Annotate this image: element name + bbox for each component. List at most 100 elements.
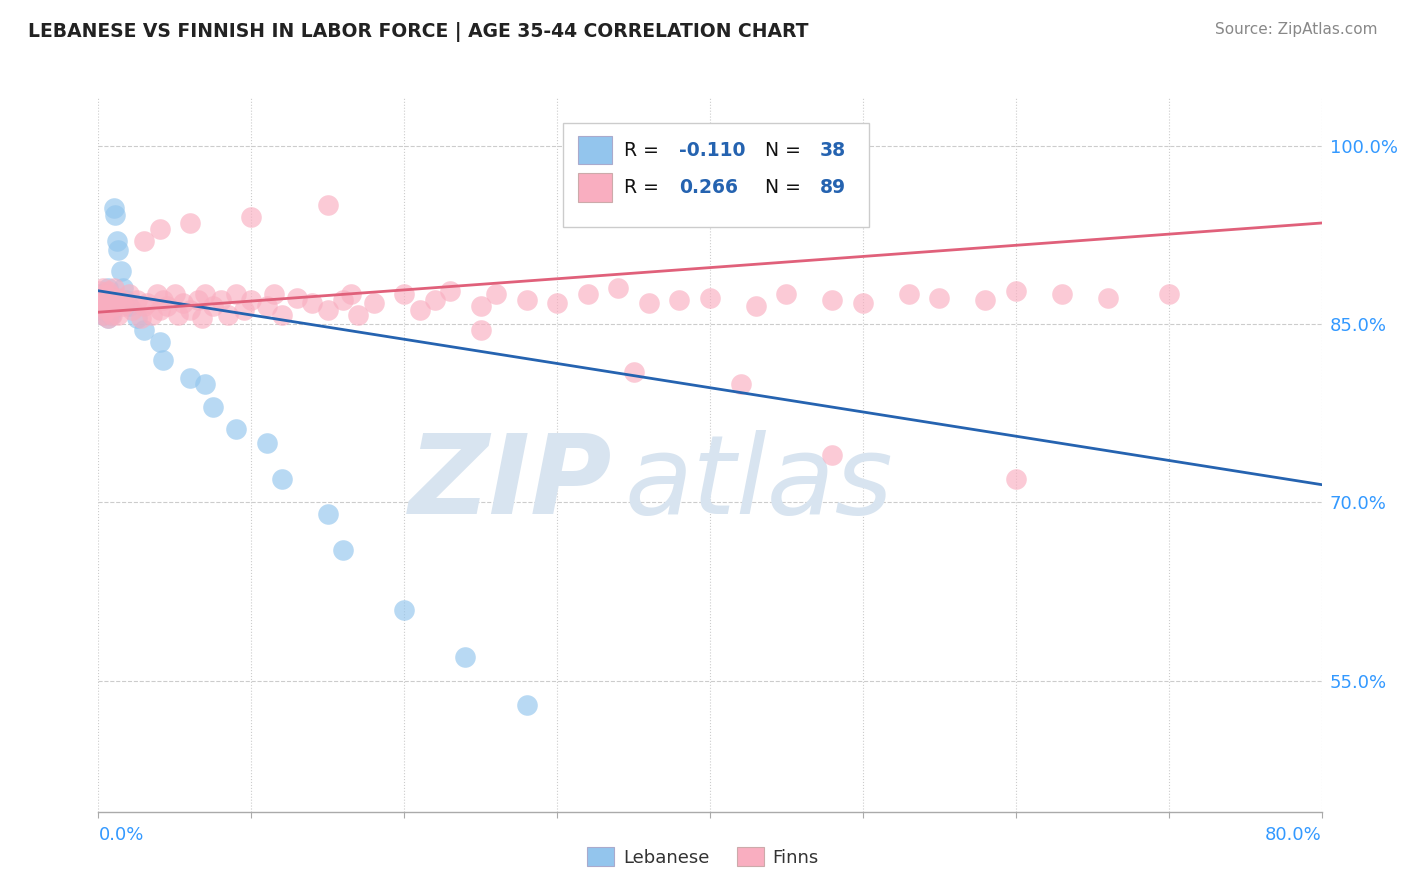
Point bbox=[97, 281, 120, 295]
Point bbox=[115, 293, 138, 308]
Text: LEBANESE VS FINNISH IN LABOR FORCE | AGE 35-44 CORRELATION CHART: LEBANESE VS FINNISH IN LABOR FORCE | AGE… bbox=[28, 22, 808, 42]
Text: atlas: atlas bbox=[624, 430, 893, 537]
Point bbox=[187, 293, 209, 308]
FancyBboxPatch shape bbox=[578, 136, 612, 164]
Point bbox=[101, 308, 124, 322]
Point bbox=[775, 287, 797, 301]
Point bbox=[118, 287, 141, 301]
Point bbox=[107, 244, 129, 258]
Point bbox=[225, 422, 247, 436]
Text: ZIP: ZIP bbox=[409, 430, 612, 537]
Point bbox=[100, 295, 122, 310]
Point bbox=[439, 284, 461, 298]
Point bbox=[546, 295, 568, 310]
Point bbox=[125, 293, 148, 308]
Point bbox=[94, 305, 117, 319]
Point bbox=[111, 299, 134, 313]
Point bbox=[256, 299, 278, 313]
Point bbox=[163, 287, 186, 301]
Point bbox=[172, 295, 194, 310]
Point bbox=[179, 370, 201, 384]
Point bbox=[576, 287, 599, 301]
Point bbox=[93, 287, 115, 301]
Point bbox=[98, 287, 121, 301]
Point bbox=[134, 323, 156, 337]
Point bbox=[104, 299, 127, 313]
Point bbox=[745, 299, 768, 313]
Point bbox=[149, 302, 172, 317]
Point bbox=[118, 299, 141, 313]
Point bbox=[470, 323, 492, 337]
Point bbox=[121, 302, 143, 317]
Point bbox=[149, 222, 172, 236]
Point bbox=[1004, 472, 1026, 486]
Point bbox=[97, 311, 120, 326]
Point bbox=[94, 287, 117, 301]
Point bbox=[191, 311, 214, 326]
Point bbox=[103, 293, 125, 308]
Text: Source: ZipAtlas.com: Source: ZipAtlas.com bbox=[1215, 22, 1378, 37]
Text: 38: 38 bbox=[820, 141, 846, 160]
Point bbox=[347, 308, 370, 322]
Point bbox=[301, 295, 323, 310]
Point bbox=[194, 287, 217, 301]
Point bbox=[104, 208, 127, 222]
Point bbox=[100, 293, 122, 308]
Point bbox=[134, 234, 156, 248]
Point bbox=[1004, 284, 1026, 298]
Text: N =: N = bbox=[765, 141, 807, 160]
Point bbox=[974, 293, 997, 308]
Point bbox=[89, 287, 111, 301]
Point bbox=[90, 293, 112, 308]
Point bbox=[98, 299, 121, 313]
Point bbox=[408, 302, 430, 317]
Point bbox=[89, 284, 111, 298]
Point bbox=[101, 302, 124, 317]
Text: 0.0%: 0.0% bbox=[98, 826, 143, 844]
Point bbox=[94, 293, 117, 308]
Point bbox=[107, 308, 129, 322]
Point bbox=[240, 293, 263, 308]
Point bbox=[332, 543, 354, 558]
Point bbox=[316, 508, 339, 522]
Point bbox=[115, 295, 138, 310]
Point bbox=[97, 284, 120, 298]
Point bbox=[91, 308, 114, 322]
Point bbox=[363, 295, 385, 310]
Point bbox=[516, 293, 538, 308]
Point bbox=[125, 311, 148, 326]
Text: 80.0%: 80.0% bbox=[1265, 826, 1322, 844]
Point bbox=[285, 291, 308, 305]
Point bbox=[202, 299, 225, 313]
Point bbox=[485, 287, 508, 301]
Point bbox=[607, 281, 630, 295]
Point bbox=[152, 293, 174, 308]
Point bbox=[110, 263, 132, 277]
Point bbox=[225, 287, 247, 301]
Point bbox=[897, 287, 920, 301]
Text: 0.266: 0.266 bbox=[679, 178, 738, 197]
Point bbox=[423, 293, 446, 308]
Point bbox=[105, 234, 128, 248]
Point bbox=[270, 472, 292, 486]
Text: N =: N = bbox=[765, 178, 807, 197]
FancyBboxPatch shape bbox=[578, 173, 612, 202]
Point bbox=[145, 287, 167, 301]
Point bbox=[332, 293, 354, 308]
FancyBboxPatch shape bbox=[564, 123, 869, 227]
Point bbox=[90, 299, 112, 313]
Point bbox=[392, 602, 416, 616]
Point bbox=[668, 293, 690, 308]
Point bbox=[339, 287, 361, 301]
Point bbox=[730, 376, 752, 391]
Point bbox=[111, 281, 134, 295]
Point bbox=[470, 299, 492, 313]
Point bbox=[316, 302, 339, 317]
Point bbox=[217, 308, 239, 322]
Point bbox=[136, 295, 159, 310]
Point bbox=[392, 287, 416, 301]
Point bbox=[103, 201, 125, 215]
Point bbox=[179, 216, 201, 230]
Point bbox=[202, 401, 225, 415]
Point bbox=[103, 281, 125, 295]
